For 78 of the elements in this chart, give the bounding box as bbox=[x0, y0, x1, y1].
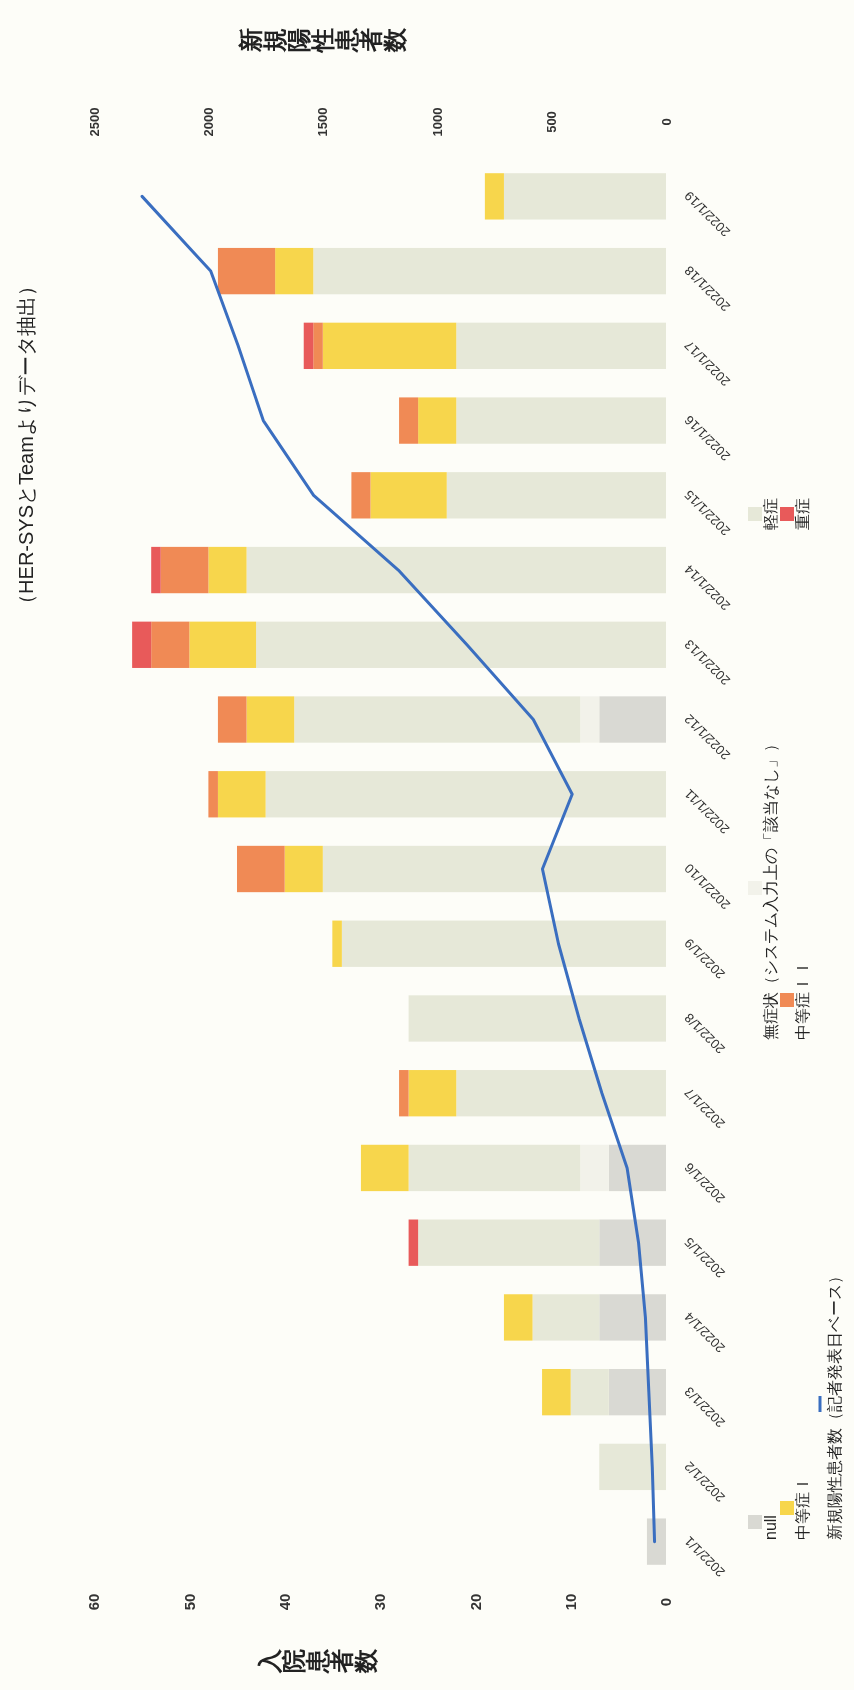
bar bbox=[456, 397, 666, 444]
bar bbox=[503, 1294, 533, 1341]
bar bbox=[418, 1219, 600, 1266]
bar bbox=[399, 397, 419, 444]
legend-label: 中等症Ｉ bbox=[793, 1476, 811, 1540]
bar bbox=[408, 995, 666, 1042]
bar bbox=[208, 546, 247, 594]
bar bbox=[599, 1443, 666, 1491]
bar bbox=[265, 771, 666, 818]
bar bbox=[370, 472, 447, 519]
bar bbox=[351, 472, 371, 519]
x-tick-label: 20 bbox=[466, 1593, 484, 1611]
bar bbox=[217, 247, 276, 295]
bar bbox=[237, 845, 285, 893]
bar bbox=[456, 322, 666, 370]
bar bbox=[322, 845, 666, 893]
legend-label: null bbox=[761, 1515, 779, 1540]
x2-tick-label: 500 bbox=[544, 111, 560, 133]
x2-tick-label: 2000 bbox=[200, 107, 216, 137]
bar bbox=[313, 322, 323, 370]
legend-label: 新規陽性患者数（記者発表日ベース） bbox=[825, 1268, 843, 1540]
x-tick-label: 40 bbox=[275, 1593, 293, 1611]
bar bbox=[580, 696, 600, 743]
bar bbox=[599, 696, 666, 743]
x2-axis-title: 新規陽性患者数 bbox=[237, 27, 408, 55]
legend-label: 軽症 bbox=[761, 498, 779, 530]
bar bbox=[275, 247, 314, 295]
legend-label: 中等症ＩＩ bbox=[793, 960, 811, 1040]
bar bbox=[360, 1144, 409, 1192]
bar bbox=[399, 1070, 409, 1117]
bar bbox=[542, 1368, 571, 1416]
bar bbox=[580, 1144, 609, 1192]
bar bbox=[408, 1219, 419, 1266]
bar bbox=[160, 546, 209, 594]
bar bbox=[408, 1144, 581, 1192]
x2-tick-label: 0 bbox=[658, 118, 674, 126]
bar bbox=[294, 696, 581, 743]
bar bbox=[246, 696, 295, 743]
x2-tick-label: 1000 bbox=[429, 107, 445, 137]
bar bbox=[332, 920, 342, 967]
bar bbox=[303, 322, 314, 370]
bar bbox=[599, 1294, 666, 1341]
x2-tick-label: 1500 bbox=[315, 107, 331, 137]
bar bbox=[284, 845, 323, 893]
bar bbox=[532, 1294, 600, 1341]
bar bbox=[246, 546, 666, 594]
bar bbox=[189, 621, 257, 668]
text: （HER-SYSとTeamよりデータ抽出） bbox=[15, 276, 37, 614]
bar bbox=[256, 621, 666, 668]
bar bbox=[570, 1368, 609, 1416]
x-tick-label: 0 bbox=[657, 1597, 675, 1607]
bar bbox=[418, 397, 457, 444]
bar bbox=[599, 1219, 666, 1266]
bar bbox=[408, 1070, 457, 1117]
bar bbox=[217, 771, 266, 818]
bar bbox=[208, 771, 218, 818]
bar bbox=[313, 247, 666, 295]
x-tick-label: 30 bbox=[371, 1593, 389, 1611]
bar bbox=[456, 1070, 666, 1117]
x-axis-title: 入院患者数 bbox=[256, 1648, 379, 1675]
bar bbox=[446, 472, 666, 519]
x2-tick-label: 2500 bbox=[86, 107, 102, 137]
legend-label: 重症 bbox=[793, 498, 811, 530]
bar bbox=[151, 621, 190, 668]
bar bbox=[151, 546, 161, 594]
bar bbox=[646, 1518, 666, 1565]
bar bbox=[322, 322, 457, 370]
bar bbox=[341, 920, 666, 967]
bar bbox=[132, 621, 152, 668]
bar bbox=[608, 1368, 666, 1416]
bar bbox=[484, 173, 504, 220]
bar bbox=[217, 696, 247, 743]
x-tick-label: 50 bbox=[180, 1593, 198, 1611]
x-tick-label: 60 bbox=[85, 1593, 103, 1611]
x-tick-label: 10 bbox=[561, 1593, 579, 1611]
legend-label: 無症状（システム入力上の「該当なし」） bbox=[761, 736, 779, 1040]
bar bbox=[608, 1144, 666, 1192]
bar bbox=[503, 173, 666, 220]
